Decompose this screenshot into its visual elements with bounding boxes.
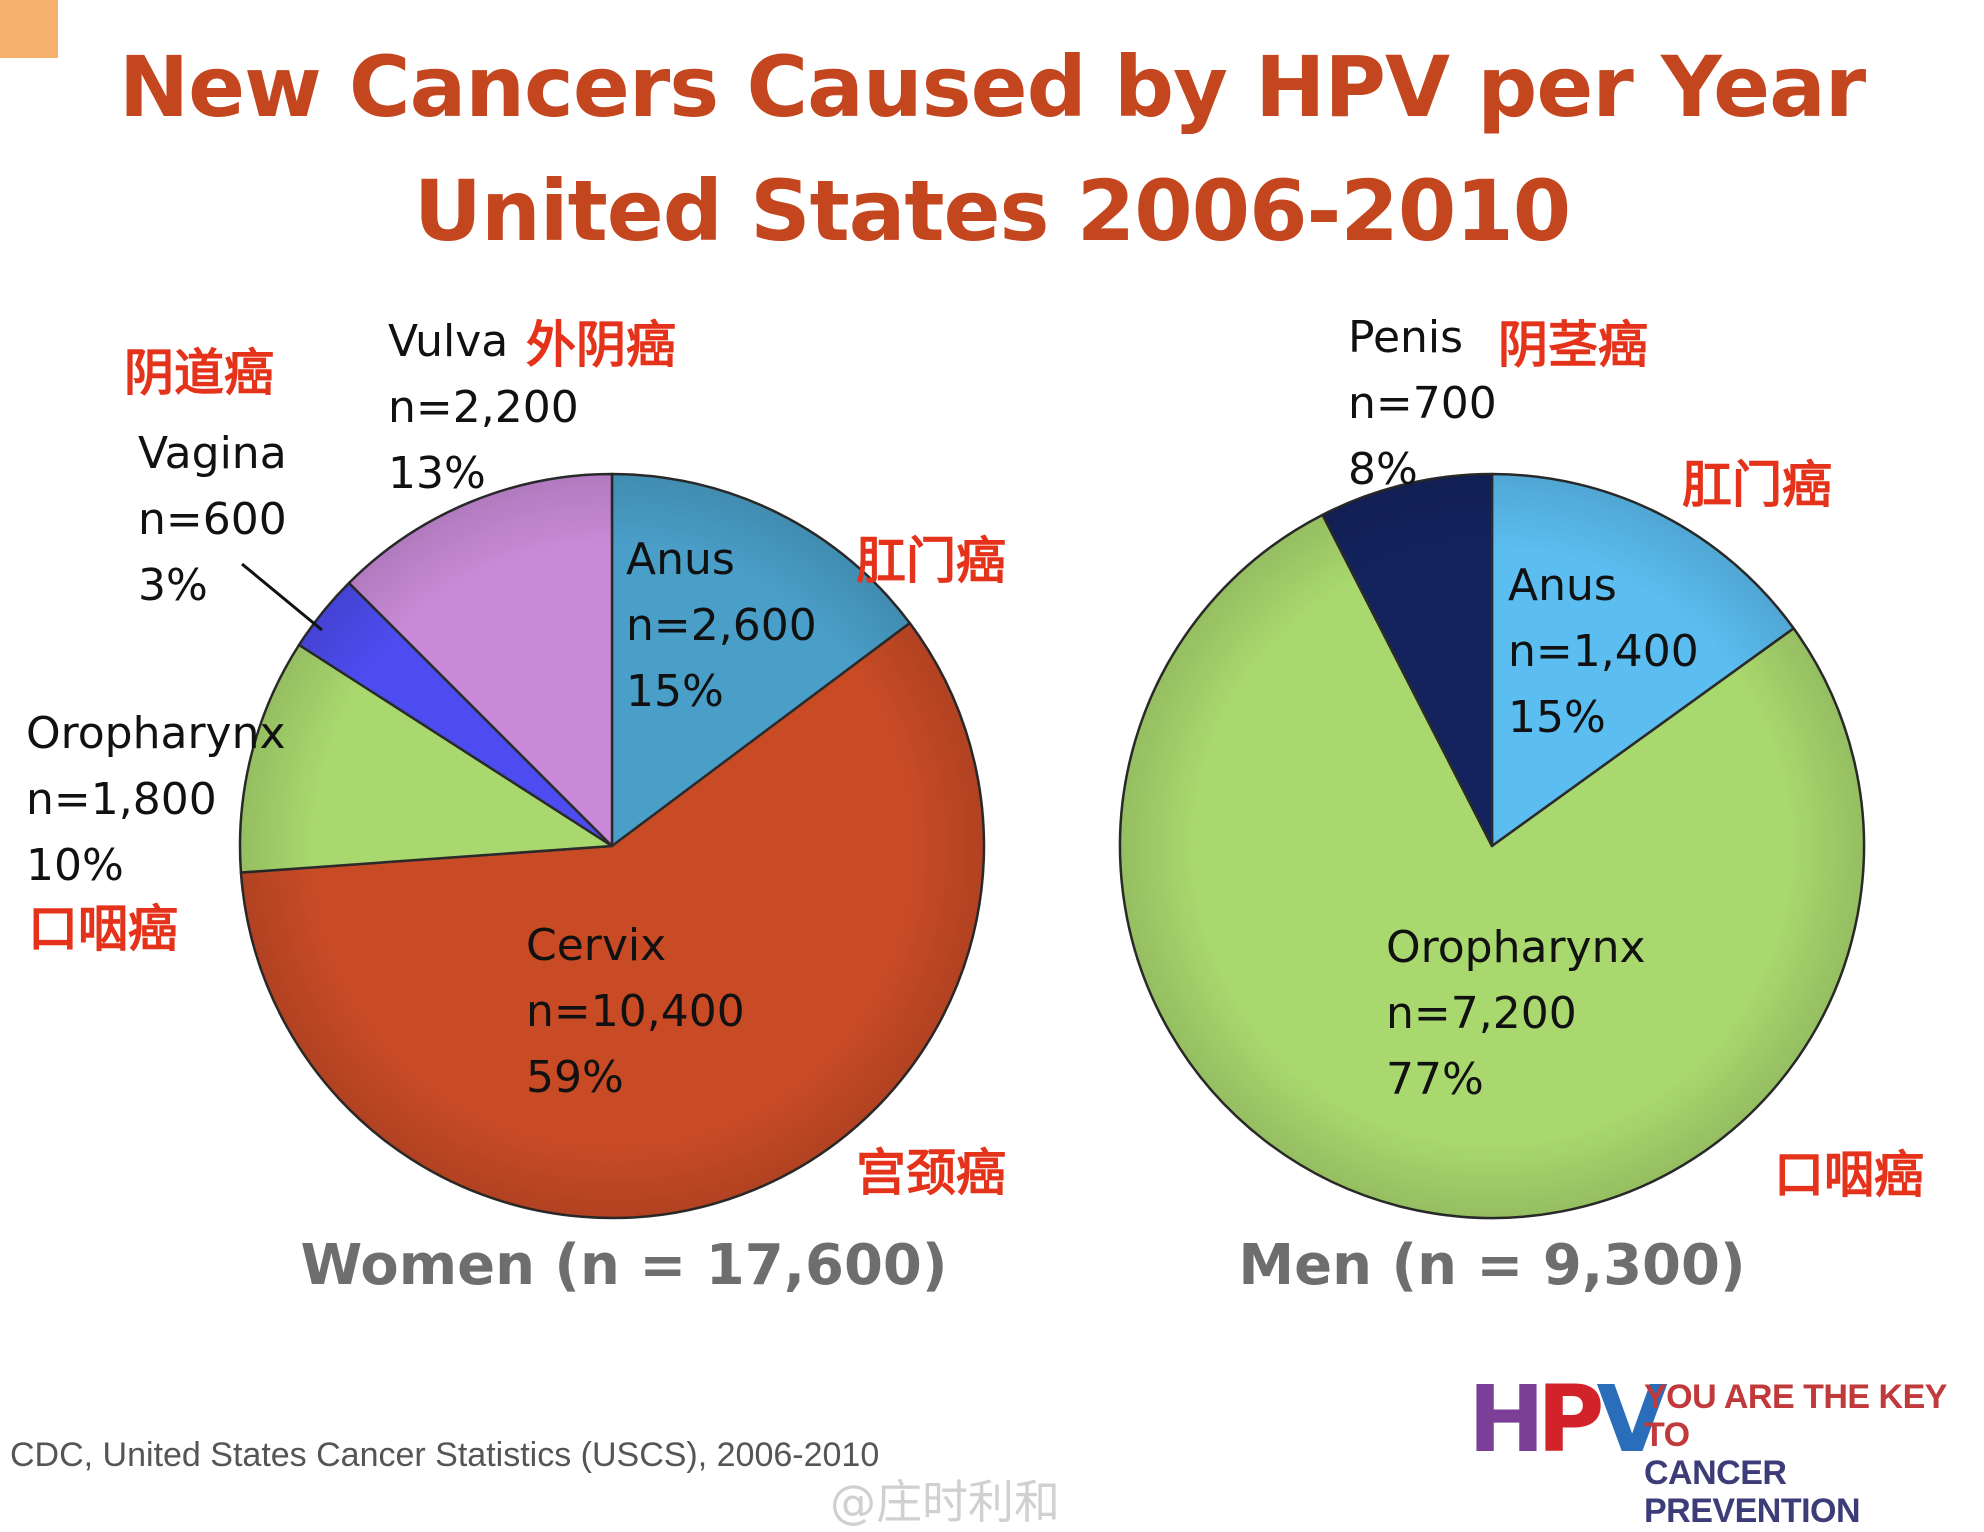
label-women-anus-name: Anus — [626, 534, 735, 585]
label-men-penis: Penis n=700 8% — [1348, 312, 1497, 495]
zh-women-oropharynx: 口咽癌 — [28, 900, 178, 958]
label-women-oropharynx-n: n=1,800 — [26, 774, 217, 825]
chart-title-line-2: United States 2006-2010 — [413, 162, 1571, 260]
caption-women: Women (n = 17,600) — [300, 1233, 947, 1298]
label-men-anus: Anus n=1,400 15% — [1508, 560, 1699, 743]
zh-women-vagina: 阴道癌 — [124, 344, 274, 402]
corner-accent — [0, 0, 58, 58]
label-men-oropharynx-name: Oropharynx — [1386, 922, 1646, 973]
hpv-logo-letter: H — [1468, 1366, 1545, 1473]
tagline-line-1: YOU ARE THE KEY TO — [1644, 1378, 1947, 1454]
label-women-vagina-n: n=600 — [138, 494, 287, 545]
label-men-anus-name: Anus — [1508, 560, 1617, 611]
pie-men — [1118, 472, 1866, 1220]
label-men-anus-n: n=1,400 — [1508, 626, 1699, 677]
label-women-cervix-pct: 59% — [526, 1052, 624, 1103]
label-women-vagina-name: Vagina — [138, 428, 287, 479]
tagline-line-2: CANCER PREVENTION — [1644, 1454, 1861, 1530]
label-women-vulva-pct: 13% — [388, 448, 486, 499]
source-note: CDC, United States Cancer Statistics (US… — [10, 1436, 880, 1474]
label-women-oropharynx: Oropharynx n=1,800 10% — [26, 708, 286, 891]
label-women-vulva: Vulva n=2,200 13% — [388, 316, 579, 499]
label-women-vagina: Vagina n=600 3% — [138, 428, 287, 611]
zh-men-oropharynx: 口咽癌 — [1774, 1146, 1924, 1204]
label-women-anus: Anus n=2,600 15% — [626, 534, 817, 717]
caption-men: Men (n = 9,300) — [1238, 1233, 1745, 1298]
label-men-oropharynx: Oropharynx n=7,200 77% — [1386, 922, 1646, 1105]
label-women-oropharynx-name: Oropharynx — [26, 708, 286, 759]
hpv-logo-mark: HPV — [1468, 1372, 1668, 1468]
watermark: @庄时利和 — [830, 1475, 1060, 1529]
vagina-leader-line — [241, 562, 323, 632]
label-men-penis-n: n=700 — [1348, 378, 1497, 429]
zh-men-anus: 肛门癌 — [1682, 456, 1832, 514]
pie-shading-women — [240, 474, 984, 1218]
label-men-oropharynx-pct: 77% — [1386, 1054, 1484, 1105]
hpv-logo-letter: V — [1596, 1366, 1667, 1473]
label-women-vulva-n: n=2,200 — [388, 382, 579, 433]
hpv-logo-tagline: YOU ARE THE KEY TO CANCER PREVENTION — [1644, 1378, 1974, 1530]
pie-women — [238, 472, 986, 1220]
label-men-oropharynx-n: n=7,200 — [1386, 988, 1577, 1039]
zh-men-penis: 阴茎癌 — [1498, 316, 1648, 374]
label-women-cervix-name: Cervix — [526, 920, 666, 971]
pie-shading-men — [1120, 474, 1864, 1218]
hpv-logo: HPV YOU ARE THE KEY TO CANCER PREVENTION — [1468, 1372, 1968, 1531]
label-women-cervix-n: n=10,400 — [526, 986, 745, 1037]
label-women-cervix: Cervix n=10,400 59% — [526, 920, 745, 1103]
zh-women-cervix: 宫颈癌 — [856, 1144, 1006, 1202]
label-men-penis-pct: 8% — [1348, 444, 1418, 495]
chart-title-line-1: New Cancers Caused by HPV per Year — [118, 38, 1866, 136]
label-women-anus-pct: 15% — [626, 666, 724, 717]
label-women-vulva-name: Vulva — [388, 316, 508, 367]
hpv-logo-letter: P — [1537, 1366, 1604, 1473]
label-men-penis-name: Penis — [1348, 312, 1463, 363]
label-men-anus-pct: 15% — [1508, 692, 1606, 743]
label-women-anus-n: n=2,600 — [626, 600, 817, 651]
zh-women-anus: 肛门癌 — [856, 532, 1006, 590]
label-women-vagina-pct: 3% — [138, 560, 208, 611]
label-women-oropharynx-pct: 10% — [26, 840, 124, 891]
zh-women-vulva: 外阴癌 — [526, 316, 676, 374]
